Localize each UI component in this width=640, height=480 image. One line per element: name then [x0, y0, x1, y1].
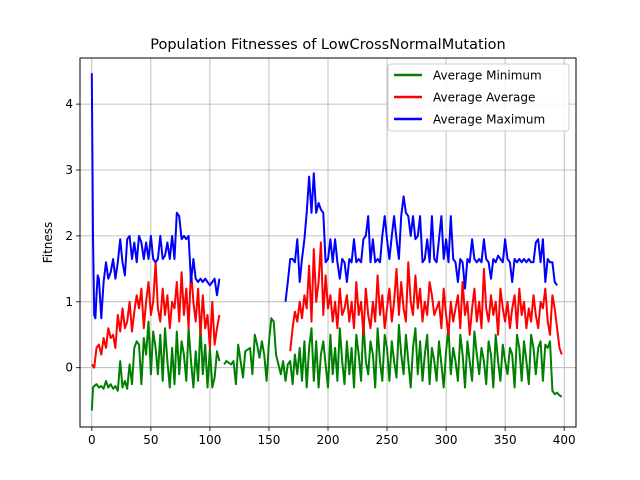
- x-tick-label: 250: [376, 433, 399, 447]
- y-tick-label: 1: [65, 295, 73, 309]
- series-line-average-maximum: [284, 172, 558, 302]
- series-line-average-average: [289, 241, 563, 355]
- y-axis-title: Fitness: [41, 222, 55, 264]
- x-tick-label: 400: [553, 433, 576, 447]
- x-tick-label: 50: [143, 433, 158, 447]
- series-lines: [90, 73, 563, 411]
- legend-label-average-minimum: Average Minimum: [433, 69, 542, 83]
- y-tick-label: 2: [65, 229, 73, 243]
- x-tick-label: 100: [198, 433, 221, 447]
- chart-title: Population Fitnesses of LowCrossNormalMu…: [150, 37, 506, 53]
- series-line-average-minimum: [223, 317, 563, 398]
- x-tick-label: 200: [317, 433, 340, 447]
- x-tick-label: 150: [257, 433, 280, 447]
- series-line-average-minimum: [90, 320, 221, 411]
- axis-ticks: 0 50 100 150 200 250 300 350 400 0 1 2 3 4: [65, 97, 575, 447]
- legend-label-average-average: Average Average: [433, 91, 535, 105]
- x-tick-label: 300: [435, 433, 458, 447]
- x-tick-label: 0: [88, 433, 96, 447]
- series-line-average-maximum: [90, 73, 221, 320]
- y-tick-label: 3: [65, 163, 73, 177]
- x-tick-label: 350: [494, 433, 517, 447]
- legend-box: [387, 63, 570, 132]
- y-tick-label: 4: [65, 97, 73, 111]
- y-tick-label: 0: [65, 361, 73, 375]
- legend: Average Minimum Average Average Average Ma…: [387, 63, 570, 132]
- legend-label-average-maximum: Average Maximum: [433, 113, 545, 127]
